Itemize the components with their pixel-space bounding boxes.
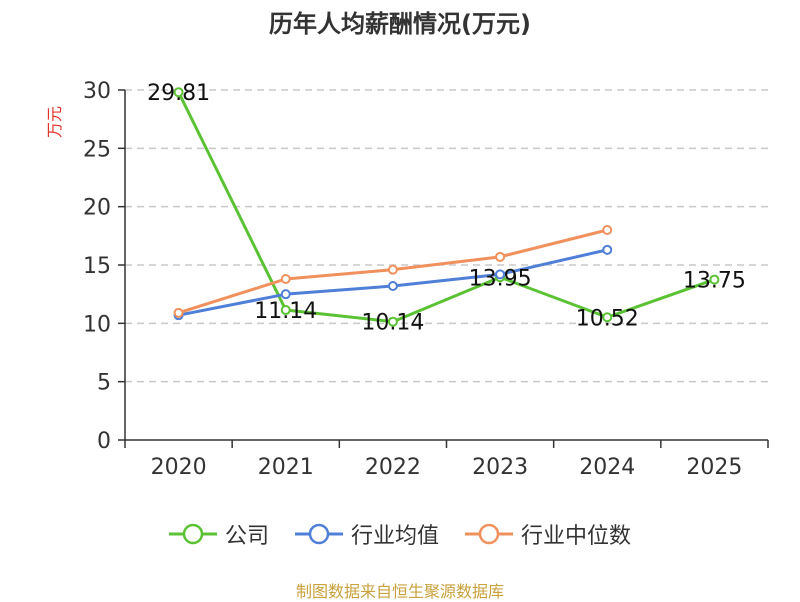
- y-tick-label: 10: [83, 312, 111, 337]
- data-label: 10.52: [576, 306, 639, 331]
- legend-label: 行业中位数: [521, 524, 632, 549]
- legend-circle: [308, 523, 330, 545]
- data-point: [280, 274, 291, 284]
- data-point: [602, 312, 613, 323]
- data-point: [602, 244, 613, 255]
- data-point: [280, 289, 291, 300]
- legend-label: 公司: [224, 524, 269, 549]
- legend-item[interactable]: 行业中位数: [465, 518, 631, 550]
- legend-marker-icon: [168, 523, 217, 545]
- x-tick-label: 2023: [472, 455, 528, 480]
- x-tick-label: 2022: [365, 455, 421, 480]
- legend-marker-icon: [294, 523, 343, 545]
- data-point: [387, 316, 398, 327]
- y-tick-label: 5: [97, 371, 111, 396]
- source-note: 制图数据来自恒生聚源数据库: [295, 582, 504, 601]
- series-lines: [173, 87, 720, 327]
- grid-lines: [125, 89, 768, 383]
- data-point: [495, 269, 506, 280]
- legend-marker-icon: [465, 523, 513, 545]
- data-labels: 29.81 11.14 10.14 13.95 10.52 13.75: [147, 81, 746, 335]
- data-point: [387, 281, 398, 291]
- legend-item[interactable]: 行业均值: [294, 518, 439, 550]
- data-point: [280, 305, 291, 316]
- data-point: [495, 251, 506, 262]
- x-tick-label: 2021: [258, 455, 314, 480]
- legend: 公司 行业均值 行业中位数: [0, 518, 800, 550]
- chart-title: 历年人均薪酬情况(万元): [269, 10, 531, 38]
- x-tick-label: 2020: [151, 455, 207, 480]
- legend-circle: [182, 523, 204, 545]
- y-tick-label: 0: [97, 429, 111, 454]
- data-label: 11.14: [254, 299, 317, 324]
- legend-item[interactable]: 公司: [168, 518, 269, 550]
- data-label: 13.75: [683, 269, 746, 294]
- x-tick-label: 2024: [579, 455, 635, 480]
- y-tick-label: 30: [83, 79, 111, 104]
- y-tick-label: 25: [83, 137, 111, 162]
- data-point: [709, 274, 720, 285]
- data-point: [173, 87, 184, 98]
- series-line-0: [177, 91, 715, 324]
- data-point: [387, 264, 398, 275]
- legend-circle: [478, 523, 500, 545]
- data-label: 13.95: [469, 266, 532, 291]
- data-label: 10.14: [361, 311, 424, 336]
- legend-label: 行业均值: [350, 524, 439, 549]
- y-tick-label: 20: [83, 196, 111, 221]
- data-label: 29.81: [147, 81, 210, 106]
- data-point: [173, 307, 184, 318]
- data-point: [602, 225, 613, 235]
- y-tick-label: 15: [83, 254, 111, 279]
- x-tick-label: 2025: [686, 455, 742, 480]
